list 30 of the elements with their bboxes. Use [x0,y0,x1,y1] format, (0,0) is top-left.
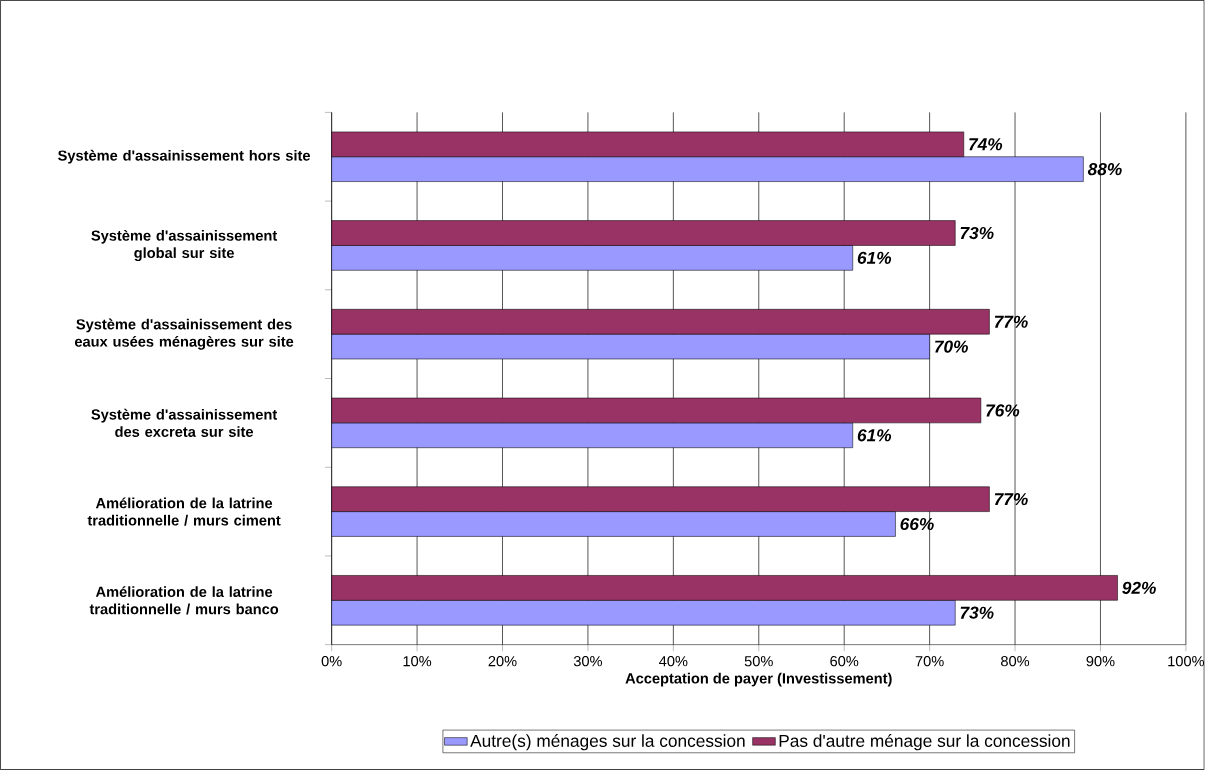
y-tick-label: Système d'assainissement des excreta sur site [91,408,278,437]
legend-label: Pas d'autre ménage sur la concession [779,734,1070,751]
data-label: 61% [857,429,892,442]
x-tick-label: 100% [1168,656,1205,667]
data-label: 77% [994,493,1028,506]
data-label: 76% [986,404,1020,417]
x-tick-label: 10% [403,656,432,667]
x-tick-label: 0% [321,656,342,667]
x-tick-label: 20% [488,656,517,667]
x-axis-title: Acceptation de payer (Investissement) [625,672,892,687]
data-label: 61% [857,251,892,264]
y-tick-label: Système d'assainissement global sur site [91,229,278,262]
y-tick-label: Amélioration de la latrine traditionnelle / murs banco [89,586,279,615]
x-tick-label: 70% [915,656,944,667]
data-label: 73% [960,226,994,240]
y-tick-label: Amélioration de la latrine traditionnelle / murs ciment [87,497,281,526]
x-tick-label: 30% [573,656,603,667]
y-tick-label: Système d'assainissement hors site [58,149,311,164]
x-tick-label: 90% [1086,656,1115,667]
data-label: 92% [1122,581,1156,594]
data-label: 74% [969,138,1003,151]
x-tick-label: 60% [830,656,859,667]
data-label: 70% [935,340,968,353]
x-tick-label: 50% [744,656,773,667]
data-label: 73% [960,606,994,619]
data-label: 77% [994,315,1028,328]
x-tick-label: 40% [659,656,688,667]
legend-label: Autre(s) ménages sur la concession [470,734,745,751]
x-tick-label: 80% [1001,656,1030,667]
y-tick-label: Système d'assainissement des eaux usées ménagères sur site [74,318,294,350]
